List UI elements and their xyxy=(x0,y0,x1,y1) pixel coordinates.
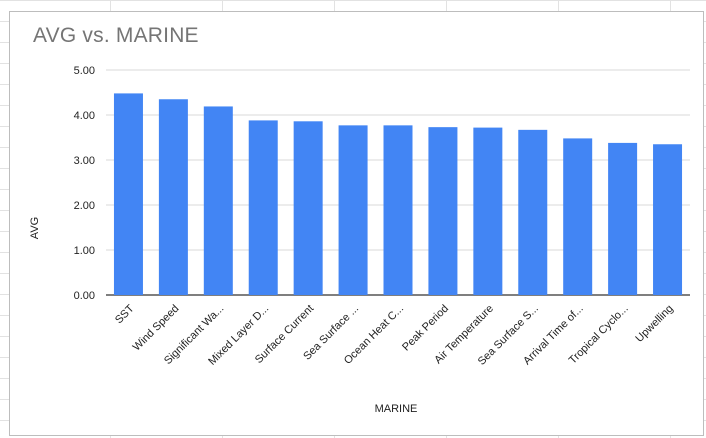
bar[interactable] xyxy=(113,93,143,296)
bar[interactable] xyxy=(203,106,233,295)
y-tick-label: 3.00 xyxy=(74,155,95,167)
chart-container[interactable]: AVG vs. MARINE 0.00 1.00 2.00 3.00 4.00 5.00 … xyxy=(9,11,704,436)
bar[interactable] xyxy=(563,138,593,295)
y-tick-label: 5.00 xyxy=(74,65,95,77)
y-axis-tick-labels: 0.00 1.00 2.00 3.00 4.00 5.00 xyxy=(74,65,95,302)
y-axis-title: AVG xyxy=(29,217,41,239)
chart-title: AVG vs. MARINE xyxy=(33,24,199,47)
bar[interactable] xyxy=(428,127,458,296)
bar[interactable] xyxy=(338,125,368,295)
bar[interactable] xyxy=(293,121,323,295)
bar[interactable] xyxy=(158,99,188,295)
bars xyxy=(113,93,683,296)
x-tick-label: SST xyxy=(113,302,137,326)
bar[interactable] xyxy=(248,120,278,296)
bar[interactable] xyxy=(608,142,638,295)
y-tick-label: 2.00 xyxy=(74,200,95,212)
y-tick-label: 0.00 xyxy=(74,290,95,302)
bar[interactable] xyxy=(653,144,683,295)
bar[interactable] xyxy=(473,127,503,295)
x-tick-label: Upwelling xyxy=(633,303,675,345)
x-axis-title: MARINE xyxy=(375,403,418,415)
y-tick-label: 4.00 xyxy=(74,110,95,122)
bar[interactable] xyxy=(518,129,548,295)
y-tick-label: 1.00 xyxy=(74,245,95,257)
bar[interactable] xyxy=(383,125,413,295)
